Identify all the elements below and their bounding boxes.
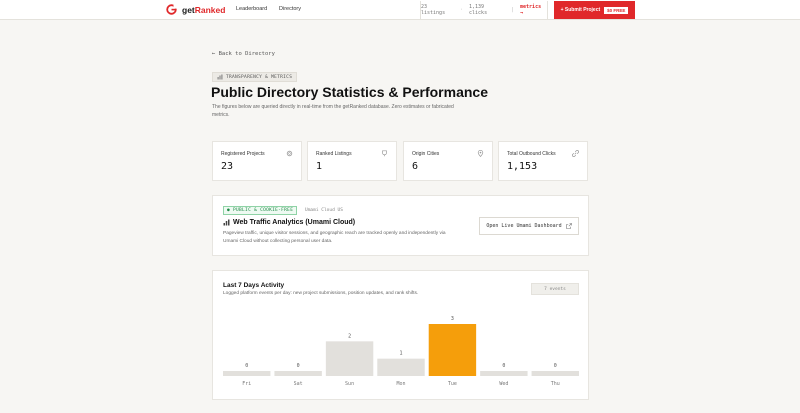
stat-label: Ranked Listings [316, 151, 352, 157]
brand-logo[interactable]: getRanked [166, 4, 225, 15]
analytics-title: Web Traffic Analytics (Umami Cloud) [223, 219, 355, 226]
x-tick-label: Sun [345, 381, 354, 387]
analytics-source: Umami Cloud US [305, 208, 343, 213]
header-stats: 23 listings · 1,139 clicks | metrics → [420, 1, 548, 19]
free-badge: $0 FREE [604, 6, 629, 14]
back-to-directory-link[interactable]: ← Back to Directory [212, 51, 275, 57]
x-tick-label: Tue [448, 381, 457, 387]
tag-label: TRANSPARENCY & METRICS [226, 74, 293, 80]
activity-card: Last 7 Days Activity Logged platform eve… [212, 270, 589, 400]
stat-value: 23 [221, 161, 234, 172]
bar-value-label: 0 [245, 363, 248, 369]
external-link-icon [565, 223, 572, 229]
listings-count: 23 listings [421, 4, 446, 16]
x-tick-label: Sat [294, 381, 303, 387]
clicks-count: 1,139 clicks [469, 4, 488, 16]
submit-label: + Submit Project [560, 7, 601, 13]
public-cookie-free-badge: ● PUBLIC & COOKIE-FREE [223, 206, 298, 215]
stat-card-registered-projects: Registered Projects 23 [212, 141, 302, 181]
bar-value-label: 3 [451, 316, 454, 322]
bar-value-label: 0 [554, 363, 557, 369]
link-icon [572, 150, 579, 157]
stat-value: 1 [316, 161, 323, 172]
stat-label: Origin Cities [412, 151, 440, 157]
stats-separator: | [511, 7, 515, 13]
open-umami-dashboard-button[interactable]: Open Live Umami Dashboard [479, 217, 579, 235]
events-count-badge: 7 events [531, 283, 579, 295]
stat-card-outbound-clicks: Total Outbound Clicks 1,153 [498, 141, 588, 181]
bar-value-label: 1 [399, 351, 402, 357]
chart-icon [217, 74, 223, 80]
page-intro: The figures below are queried directly i… [212, 104, 454, 118]
page-title: Public Directory Statistics & Performanc… [211, 84, 488, 100]
web-analytics-card: ● PUBLIC & COOKIE-FREE Umami Cloud US We… [212, 195, 589, 256]
bar-wed[interactable] [480, 371, 528, 376]
activity-bar-chart: 0 Fri 0 Sat 2 Sun 1 Mon 3 Tue 0 Wed 0 Thu [223, 316, 579, 387]
top-nav-bar: getRanked Leaderboard Directory 23 listi… [0, 0, 800, 20]
analytics-title-text: Web Traffic Analytics (Umami Cloud) [233, 219, 356, 226]
logo-icon [166, 4, 177, 15]
stat-label: Total Outbound Clicks [507, 151, 556, 157]
bar-value-label: 0 [502, 363, 505, 369]
analytics-description: Pageview traffic, unique visitor session… [223, 231, 446, 244]
bar-sat[interactable] [274, 371, 322, 376]
bar-value-label: 0 [297, 363, 300, 369]
chart-icon [223, 219, 230, 226]
bar-tue[interactable] [428, 324, 477, 376]
x-tick-label: Mon [396, 381, 405, 387]
section-tag: TRANSPARENCY & METRICS [212, 72, 298, 82]
bar-thu[interactable] [531, 371, 579, 376]
stat-card-ranked-listings: Ranked Listings 1 [307, 141, 397, 181]
x-tick-label: Thu [551, 381, 560, 387]
stat-card-origin-cities: Origin Cities 6 [403, 141, 493, 181]
activity-chart: 0 Fri 0 Sat 2 Sun 1 Mon 3 Tue 0 Wed 0 Thu [221, 301, 581, 393]
metrics-link[interactable]: metrics → [520, 4, 542, 16]
bar-sun[interactable] [325, 341, 374, 376]
gear-icon [286, 150, 293, 157]
location-pin-icon [477, 150, 484, 157]
stat-value: 6 [412, 161, 419, 172]
nav-directory[interactable]: Directory [279, 6, 302, 12]
dashboard-button-label: Open Live Umami Dashboard [486, 223, 562, 229]
x-tick-label: Wed [499, 381, 508, 387]
x-tick-label: Fri [242, 381, 251, 387]
submit-project-button[interactable]: + Submit Project $0 FREE [554, 1, 635, 19]
trophy-icon [382, 150, 387, 157]
activity-description: Logged platform events per day: new proj… [223, 291, 419, 296]
bar-value-label: 2 [348, 333, 351, 339]
bar-fri[interactable] [223, 371, 271, 376]
bar-mon[interactable] [377, 358, 425, 376]
stat-label: Registered Projects [221, 151, 265, 157]
stats-separator: · [460, 7, 464, 13]
brand-name: getRanked [182, 4, 226, 15]
nav-leaderboard[interactable]: Leaderboard [236, 6, 268, 12]
activity-title: Last 7 Days Activity [223, 282, 285, 289]
stat-value: 1,153 [507, 161, 538, 172]
